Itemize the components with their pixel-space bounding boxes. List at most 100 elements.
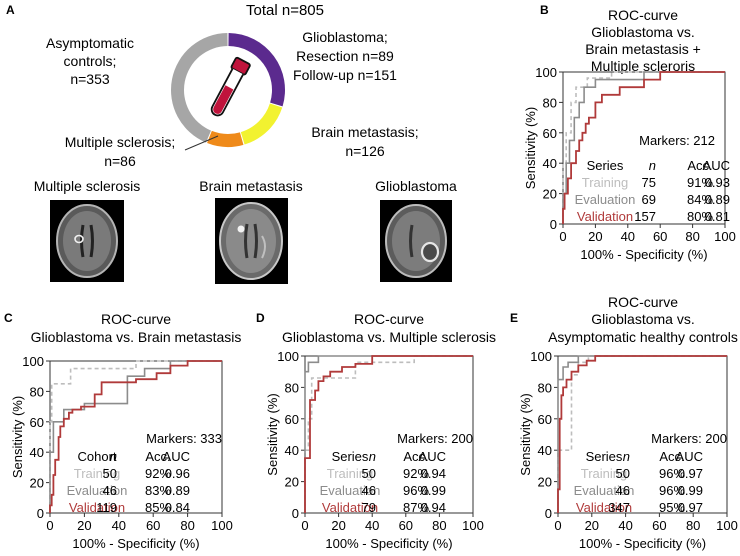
panel-label-d: D — [256, 311, 265, 325]
legend-acc: 85% — [145, 500, 171, 515]
y-axis-label: Sensitivity (%) — [518, 393, 533, 475]
markers-count: Markers: 212 — [639, 133, 715, 148]
legend-auc: 0.97 — [678, 466, 703, 481]
panel-label-b: B — [540, 3, 549, 17]
legend-series-name: Training — [582, 175, 628, 190]
label-asymptomatic-line: n=353 — [70, 71, 110, 87]
chart-title: Glioblastoma vs. Multiple sclerosis — [282, 329, 496, 345]
x-axis-label: 100% - Specificity (%) — [579, 536, 706, 551]
y-axis-label: Sensitivity (%) — [523, 107, 538, 189]
legend-series-name: Validation — [322, 500, 378, 515]
legend-acc: 95% — [659, 500, 685, 515]
y-tick-label: 80 — [543, 95, 557, 110]
legend-series-name: Evaluation — [67, 483, 128, 498]
legend-n: 50 — [362, 466, 376, 481]
x-tick-label: 60 — [399, 518, 413, 533]
legend-n: 157 — [634, 209, 656, 224]
legend-series-name: Evaluation — [320, 483, 381, 498]
x-tick-label: 100 — [714, 229, 736, 244]
x-tick-label: 20 — [77, 518, 91, 533]
roc-line-training — [557, 355, 727, 513]
label-glioblastoma: Glioblastoma; Resection n=89 Follow-up n… — [293, 29, 397, 83]
legend-header: AUC — [703, 158, 730, 173]
panel-a: A Total n=805 Asymptomatic controls; n=3… — [6, 2, 457, 284]
legend-auc: 0.93 — [705, 175, 730, 190]
y-tick-label: 20 — [30, 476, 44, 491]
markers-count: Markers: 200 — [651, 431, 727, 446]
roc-chart-c: ROC-curve Glioblastoma vs. Brain metastas… — [10, 311, 241, 551]
label-asymptomatic-line: controls; — [64, 53, 117, 69]
legend-acc: 92% — [403, 466, 429, 481]
y-tick-label: 20 — [543, 187, 557, 202]
label-glioblastoma-line: Glioblastoma; — [302, 29, 388, 45]
legend-acc: 91% — [687, 175, 713, 190]
donut-total: Total n=805 — [246, 2, 324, 19]
legend-header: Acc. — [145, 449, 170, 464]
x-tick-label: 20 — [588, 229, 602, 244]
legend-header: n — [623, 449, 630, 464]
x-axis-label: 100% - Specificity (%) — [72, 536, 199, 551]
y-axis-label: Sensitivity (%) — [265, 393, 280, 475]
y-tick-label: 100 — [22, 354, 44, 369]
roc-line-validation — [557, 355, 727, 513]
ms-leader-line — [184, 135, 219, 151]
y-tick-label: 80 — [538, 380, 552, 395]
legend-series-name: Training — [74, 466, 120, 481]
legend-header: AUC — [163, 449, 190, 464]
legend-header: Series — [332, 449, 369, 464]
legend-n: 46 — [103, 483, 117, 498]
x-tick-label: 80 — [432, 518, 446, 533]
x-tick-label: 0 — [559, 229, 566, 244]
legend-acc: 92% — [145, 466, 171, 481]
y-tick-label: 0 — [292, 506, 299, 521]
mri-image-gbm — [380, 200, 452, 282]
y-tick-label: 60 — [285, 412, 299, 427]
chart-title: ROC-curve — [608, 7, 678, 23]
label-multiple-sclerosis-line: n=86 — [104, 153, 136, 169]
legend-auc: 0.89 — [705, 192, 730, 207]
x-tick-label: 100 — [211, 518, 233, 533]
y-tick-label: 40 — [285, 443, 299, 458]
x-tick-label: 0 — [46, 518, 53, 533]
roc-line-evaluation — [49, 360, 222, 513]
chart-title: Glioblastoma vs. — [591, 311, 694, 327]
y-tick-label: 40 — [543, 156, 557, 171]
legend-series-name: Validation — [69, 500, 125, 515]
legend-n: 119 — [96, 500, 117, 515]
legend-auc: 0.97 — [678, 500, 703, 515]
roc-line-validation — [49, 360, 222, 513]
legend-n: 46 — [616, 483, 630, 498]
y-tick-label: 100 — [530, 349, 552, 364]
legend-n: 347 — [608, 500, 630, 515]
legend-acc: 96% — [659, 466, 685, 481]
chart-title: Glioblastoma vs. — [591, 24, 694, 40]
y-tick-label: 20 — [538, 475, 552, 490]
chart-title: Asymptomatic healthy controls — [548, 329, 738, 345]
legend-series-name: Training — [581, 466, 627, 481]
legend-auc: 0.99 — [421, 483, 446, 498]
chart-title: Brain metastasis + — [585, 41, 701, 57]
roc-line-validation — [562, 71, 725, 224]
label-asymptomatic-line: Asymptomatic — [46, 35, 134, 51]
x-tick-label: 80 — [686, 518, 700, 533]
label-multiple-sclerosis-line: Multiple sclerosis; — [65, 134, 175, 150]
roc-line-training — [49, 360, 222, 513]
label-glioblastoma-line: Follow-up n=151 — [293, 67, 397, 83]
panel-label-c: C — [4, 311, 13, 325]
donut-chart — [171, 33, 285, 147]
y-tick-label: 40 — [538, 443, 552, 458]
legend-acc: 87% — [403, 500, 429, 515]
label-brain-metastasis-line: n=126 — [345, 143, 385, 159]
legend-auc: 0.81 — [705, 209, 730, 224]
legend-header: n — [110, 449, 117, 464]
markers-count: Markers: 200 — [397, 431, 473, 446]
y-tick-label: 20 — [285, 475, 299, 490]
x-tick-label: 40 — [618, 518, 632, 533]
chart-title: Glioblastoma vs. Brain metastasis — [31, 329, 242, 345]
legend-header: n — [369, 449, 376, 464]
roc-line-evaluation — [557, 355, 727, 513]
